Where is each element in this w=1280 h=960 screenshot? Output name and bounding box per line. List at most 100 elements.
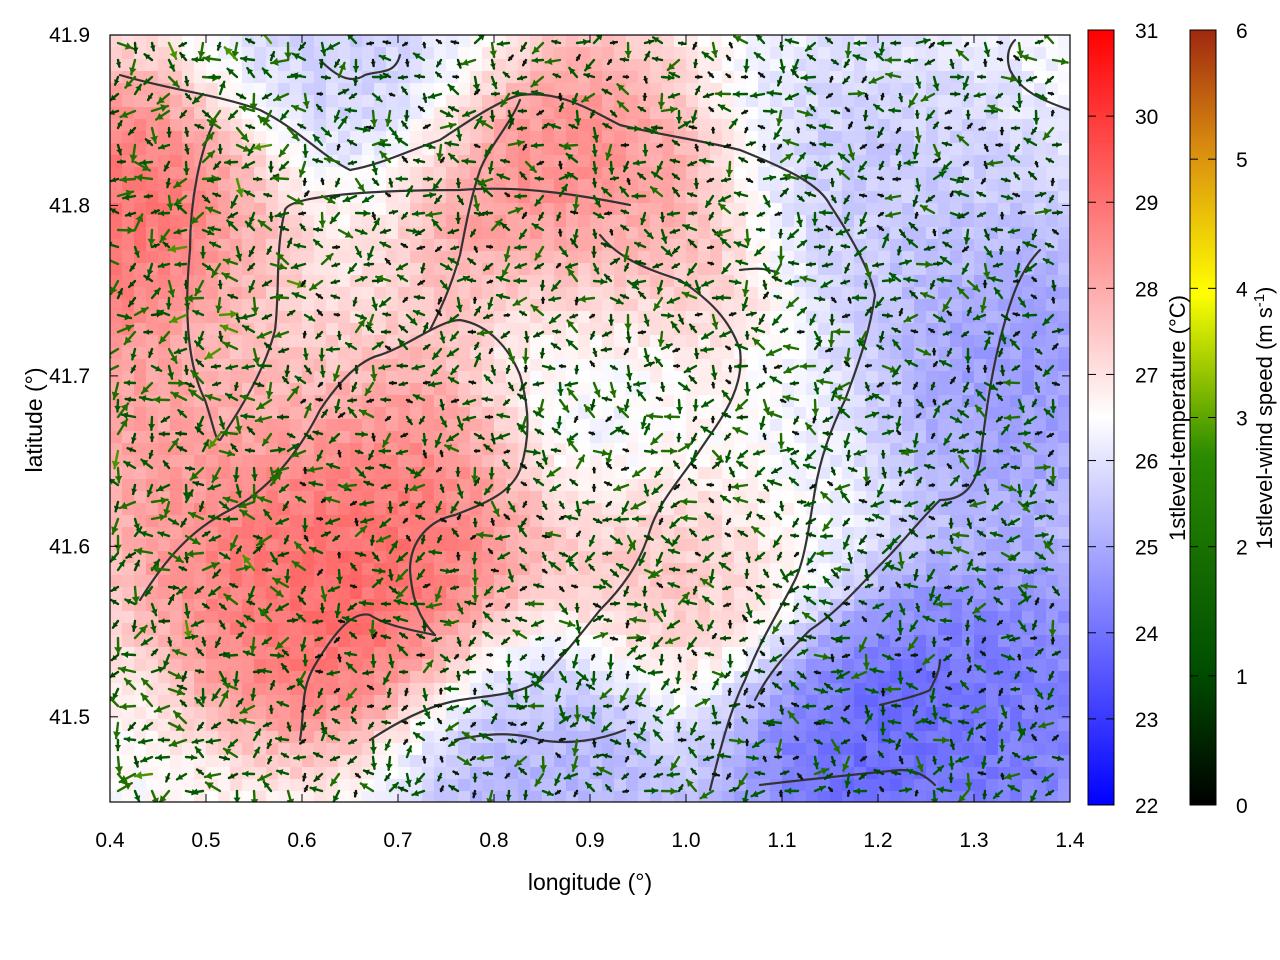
heatmap-cell	[518, 743, 531, 756]
heatmap-cell	[122, 203, 135, 216]
heatmap-cell	[734, 167, 747, 180]
heatmap-cell	[470, 95, 483, 108]
heatmap-cell	[386, 227, 399, 240]
heatmap-cell	[146, 335, 159, 348]
heatmap-cell	[710, 59, 723, 72]
heatmap-cell	[578, 587, 591, 600]
heatmap-cell	[662, 167, 675, 180]
heatmap-cell	[734, 623, 747, 636]
heatmap-cell	[614, 383, 627, 396]
heatmap-cell	[746, 203, 759, 216]
heatmap-cell	[410, 239, 423, 252]
heatmap-cell	[410, 119, 423, 132]
heatmap-cell	[686, 239, 699, 252]
heatmap-cell	[398, 479, 411, 492]
heatmap-cell	[638, 443, 651, 456]
heatmap-cell	[158, 251, 171, 264]
heatmap-cell	[518, 407, 531, 420]
heatmap-cell	[302, 95, 315, 108]
heatmap-cell	[1034, 299, 1047, 312]
heatmap-cell	[674, 419, 687, 432]
heatmap-cell	[134, 443, 147, 456]
heatmap-cell	[254, 575, 267, 588]
heatmap-cell	[110, 491, 123, 504]
heatmap-cell	[530, 563, 543, 576]
heatmap-cell	[446, 551, 459, 564]
heatmap-cell	[782, 215, 795, 228]
heatmap-cell	[134, 335, 147, 348]
heatmap-cell	[1034, 179, 1047, 192]
heatmap-cell	[110, 131, 123, 144]
heatmap-cell	[626, 299, 639, 312]
heatmap-cell	[794, 743, 807, 756]
heatmap-cell	[458, 767, 471, 780]
heatmap-cell	[962, 527, 975, 540]
heatmap-cell	[374, 383, 387, 396]
heatmap-cell	[122, 539, 135, 552]
heatmap-cell	[590, 71, 603, 84]
heatmap-cell	[866, 191, 879, 204]
heatmap-cell	[926, 335, 939, 348]
heatmap-cell	[518, 575, 531, 588]
heatmap-cell	[314, 71, 327, 84]
heatmap-cell	[110, 323, 123, 336]
heatmap-cell	[950, 203, 963, 216]
heatmap-cell	[206, 179, 219, 192]
heatmap-cell	[578, 203, 591, 216]
heatmap-cell	[254, 455, 267, 468]
heatmap-cell	[734, 227, 747, 240]
heatmap-cell	[926, 731, 939, 744]
heatmap-cell	[506, 419, 519, 432]
heatmap-cell	[542, 179, 555, 192]
heatmap-cell	[410, 263, 423, 276]
heatmap-cell	[938, 635, 951, 648]
heatmap-cell	[602, 467, 615, 480]
heatmap-cell	[674, 119, 687, 132]
heatmap-cell	[374, 119, 387, 132]
heatmap-cell	[398, 491, 411, 504]
heatmap-cell	[338, 179, 351, 192]
heatmap-cell	[542, 743, 555, 756]
heatmap-cell	[890, 215, 903, 228]
heatmap-cell	[866, 491, 879, 504]
heatmap-cell	[326, 95, 339, 108]
heatmap-cell	[722, 503, 735, 516]
heatmap-cell	[890, 47, 903, 60]
heatmap-cell	[758, 59, 771, 72]
heatmap-cell	[386, 167, 399, 180]
heatmap-cell	[170, 131, 183, 144]
heatmap-cell	[734, 551, 747, 564]
heatmap-cell	[674, 731, 687, 744]
heatmap-cell	[830, 71, 843, 84]
heatmap-cell	[914, 167, 927, 180]
heatmap-cell	[686, 707, 699, 720]
heatmap-cell	[386, 647, 399, 660]
heatmap-cell	[950, 83, 963, 96]
heatmap-cell	[650, 239, 663, 252]
heatmap-cell	[446, 671, 459, 684]
heatmap-cell	[686, 575, 699, 588]
heatmap-cell	[770, 59, 783, 72]
heatmap-cell	[1022, 179, 1035, 192]
heatmap-cell	[746, 107, 759, 120]
heatmap-cell	[194, 227, 207, 240]
heatmap-cell	[698, 71, 711, 84]
heatmap-cell	[218, 659, 231, 672]
heatmap-cell	[362, 707, 375, 720]
heatmap-cell	[710, 587, 723, 600]
heatmap-cell	[1010, 167, 1023, 180]
heatmap-cell	[518, 359, 531, 372]
heatmap-cell	[998, 731, 1011, 744]
heatmap-cell	[590, 47, 603, 60]
heatmap-cell	[950, 575, 963, 588]
heatmap-cell	[1034, 143, 1047, 156]
heatmap-cell	[506, 527, 519, 540]
heatmap-cell	[302, 107, 315, 120]
heatmap-cell	[758, 599, 771, 612]
heatmap-cell	[206, 323, 219, 336]
heatmap-cell	[446, 635, 459, 648]
heatmap-cell	[410, 95, 423, 108]
heatmap-cell	[530, 551, 543, 564]
heatmap-cell	[674, 59, 687, 72]
heatmap-cell	[254, 179, 267, 192]
